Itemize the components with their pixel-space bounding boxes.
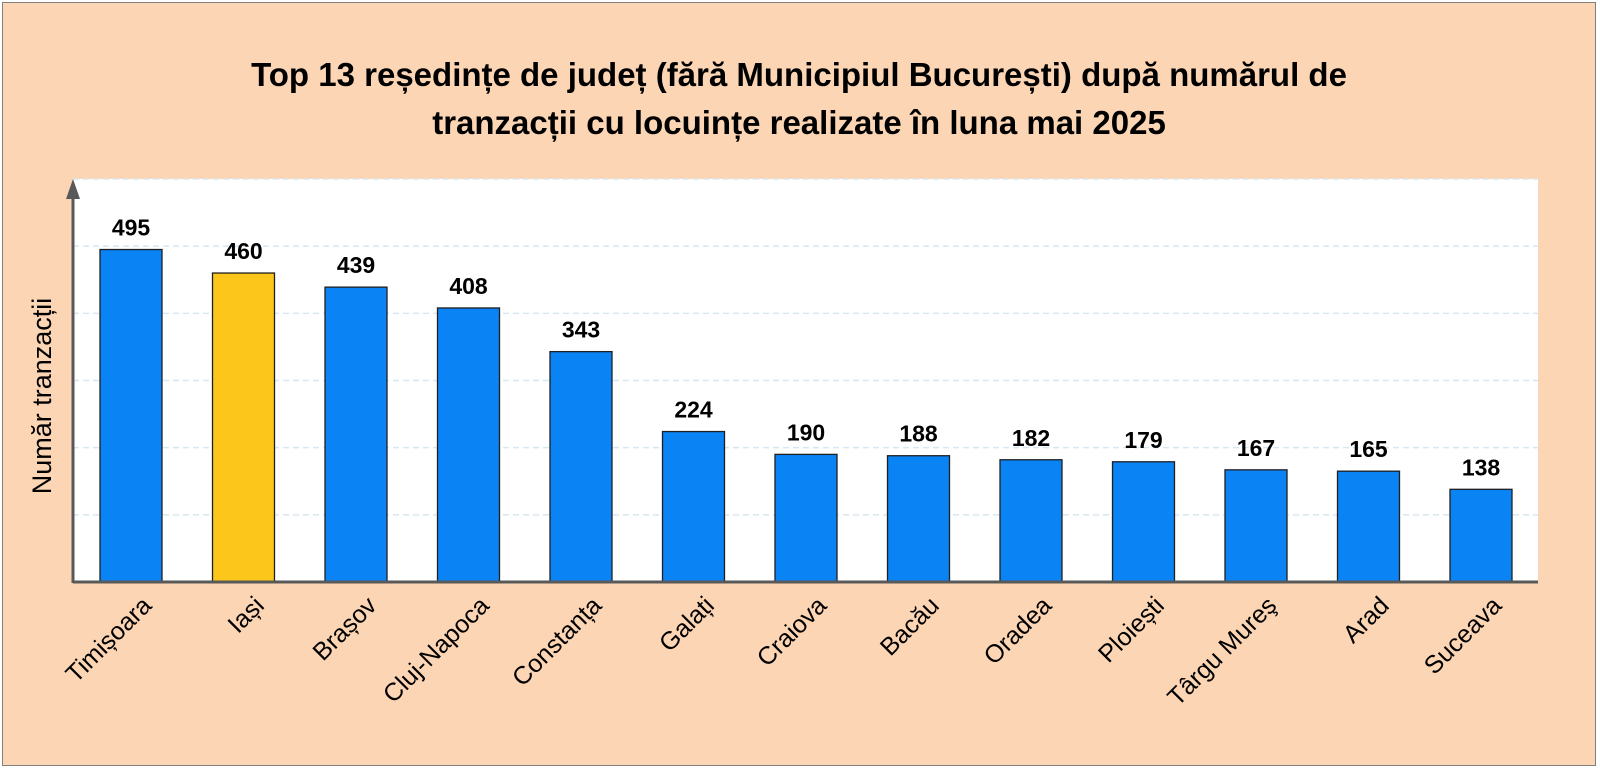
y-axis-arrow-icon — [66, 179, 80, 199]
chart-title-line-2: tranzacții cu locuințe realizate în luna… — [432, 104, 1166, 141]
bar-value-label: 460 — [224, 238, 262, 264]
bar-value-label: 439 — [337, 252, 375, 278]
category-label: Timișoara — [60, 591, 157, 688]
bar-value-label: 408 — [449, 273, 488, 299]
bar-value-label: 343 — [562, 317, 600, 343]
bar — [1224, 469, 1288, 583]
bar-value-label: 179 — [1124, 427, 1162, 453]
category-label: Târgu Mureş — [1162, 591, 1282, 711]
bar — [1111, 461, 1176, 583]
bar — [1336, 470, 1401, 583]
category-label: Cluj-Napoca — [378, 591, 495, 708]
bar — [436, 307, 501, 583]
bar-value-label: 165 — [1349, 436, 1388, 462]
bar-value-label: 182 — [1012, 425, 1050, 451]
axes — [66, 179, 1538, 584]
bar — [886, 455, 951, 583]
bar — [661, 430, 726, 583]
bar-value-label: 138 — [1462, 454, 1501, 480]
category-label: Arad — [1338, 591, 1395, 648]
bar-value-label: 167 — [1237, 435, 1275, 461]
bar — [549, 350, 613, 583]
category-label: Suceava — [1419, 591, 1508, 680]
gridlines — [73, 178, 1538, 516]
category-label: Bacău — [875, 591, 945, 661]
bar-value-label: 190 — [787, 419, 825, 445]
category-label: Oradea — [978, 591, 1057, 670]
y-axis-title: Număr tranzacții — [27, 298, 57, 495]
category-label: Brașov — [307, 591, 382, 666]
bar — [999, 459, 1063, 583]
data-labels: 495 460 439 408 343 224 190 188 182 179 167 165 138 — [112, 215, 1501, 481]
bar — [99, 248, 163, 583]
bars — [99, 248, 1513, 583]
category-label: Iași — [222, 591, 269, 638]
category-label: Galați — [654, 591, 720, 657]
bar — [1449, 488, 1513, 583]
bar — [211, 272, 276, 583]
bar-value-label: 495 — [112, 215, 151, 241]
chart-title-line-1: Top 13 reședințe de județ (fără Municipi… — [251, 56, 1347, 93]
category-label: Constanța — [507, 591, 607, 691]
chart-title: Top 13 reședințe de județ (fără Municipi… — [3, 51, 1595, 147]
bar-value-label: 188 — [899, 421, 938, 447]
category-label: Craiova — [752, 591, 833, 672]
category-label: Ploiești — [1093, 591, 1170, 668]
bar-value-label: 224 — [674, 397, 713, 423]
bar — [774, 453, 838, 583]
bar — [324, 286, 388, 583]
